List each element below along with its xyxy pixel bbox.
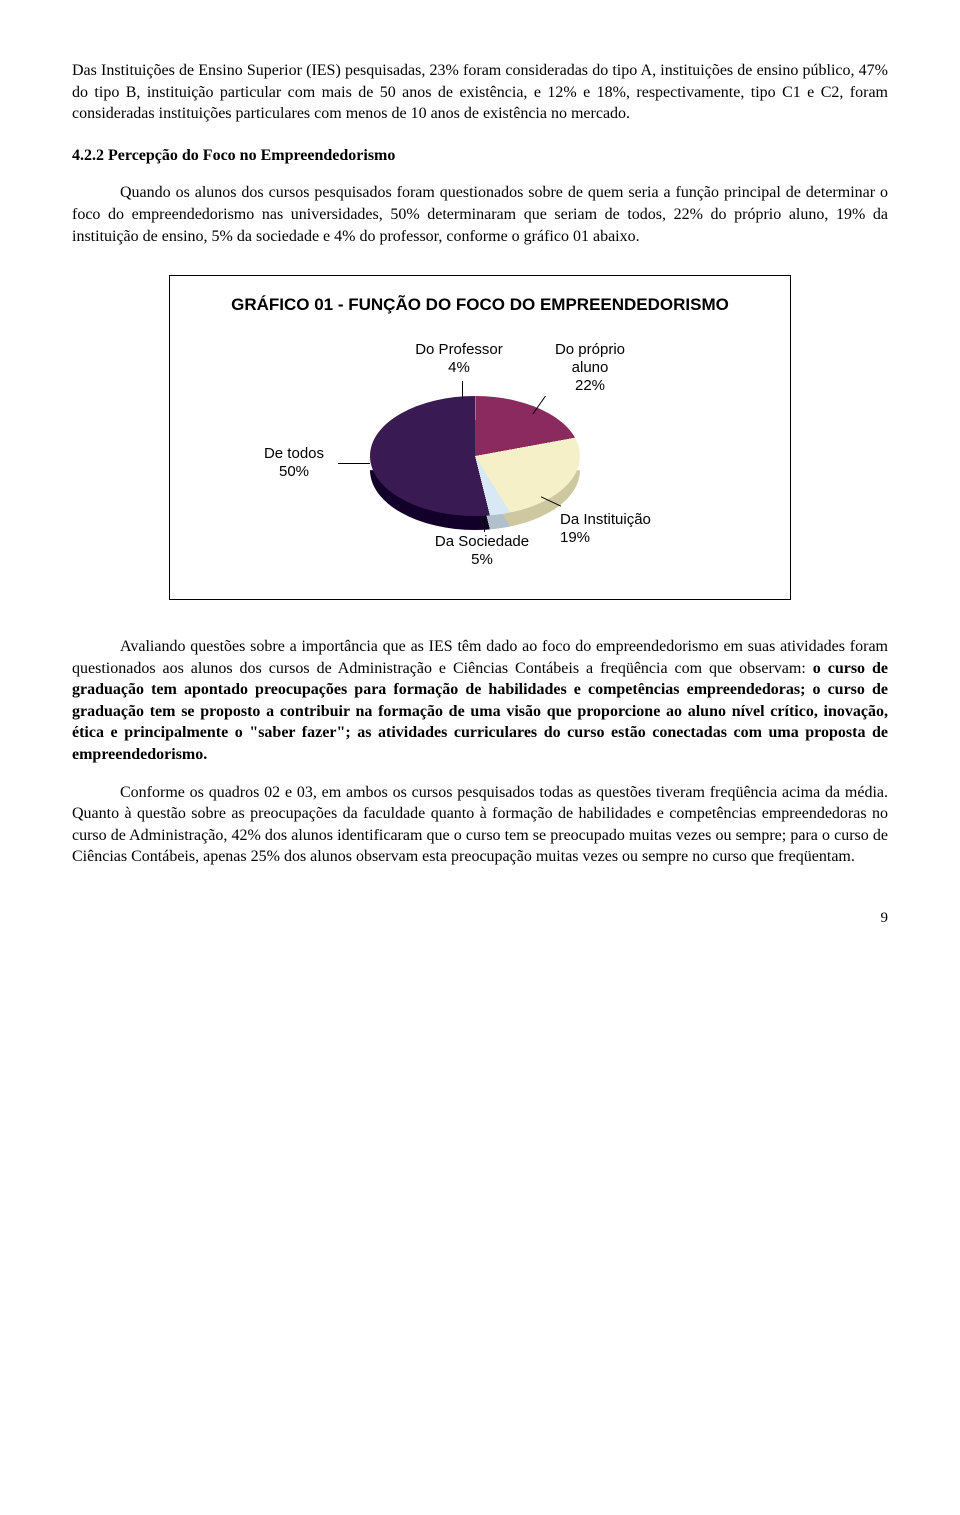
slice-label-professor: Do Professor 4% bbox=[404, 341, 514, 377]
slice-label-todos: De todos 50% bbox=[254, 445, 334, 481]
paragraph-2: Quando os alunos dos cursos pesquisados … bbox=[72, 182, 888, 247]
pie-chart: Do Professor 4% Do próprio aluno 22% De … bbox=[190, 341, 770, 571]
slice-label-pct: 5% bbox=[471, 551, 493, 568]
leader-line bbox=[338, 463, 370, 464]
paragraph-3: Avaliando questões sobre a importância q… bbox=[72, 636, 888, 766]
slice-label-sociedade: Da Sociedade 5% bbox=[422, 533, 542, 569]
slice-label-text: De todos bbox=[264, 445, 324, 462]
para3-normal: Avaliando questões sobre a importância q… bbox=[72, 638, 888, 677]
slice-label-pct: 19% bbox=[560, 529, 590, 546]
slice-label-pct: 50% bbox=[279, 463, 309, 480]
slice-label-text: Da Sociedade bbox=[435, 533, 529, 550]
leader-line bbox=[462, 381, 463, 399]
chart-title: GRÁFICO 01 - FUNÇÃO DO FOCO DO EMPREENDE… bbox=[190, 294, 770, 317]
slice-label-text: Do próprio aluno bbox=[555, 341, 625, 376]
slice-label-pct: 4% bbox=[448, 359, 470, 376]
slice-label-text: Do Professor bbox=[415, 341, 503, 358]
section-title: 4.2.2 Percepção do Foco no Empreendedori… bbox=[72, 145, 888, 167]
chart-container: GRÁFICO 01 - FUNÇÃO DO FOCO DO EMPREENDE… bbox=[169, 275, 791, 600]
paragraph-1: Das Instituições de Ensino Superior (IES… bbox=[72, 60, 888, 125]
slice-label-aluno: Do próprio aluno 22% bbox=[540, 341, 640, 395]
slice-label-text: Da Instituição bbox=[560, 511, 651, 528]
slice-label-pct: 22% bbox=[575, 377, 605, 394]
paragraph-4: Conforme os quadros 02 e 03, em ambos os… bbox=[72, 782, 888, 868]
slice-label-instituicao: Da Instituição 19% bbox=[560, 511, 680, 547]
leader-line bbox=[484, 516, 485, 532]
page-number: 9 bbox=[72, 908, 888, 928]
